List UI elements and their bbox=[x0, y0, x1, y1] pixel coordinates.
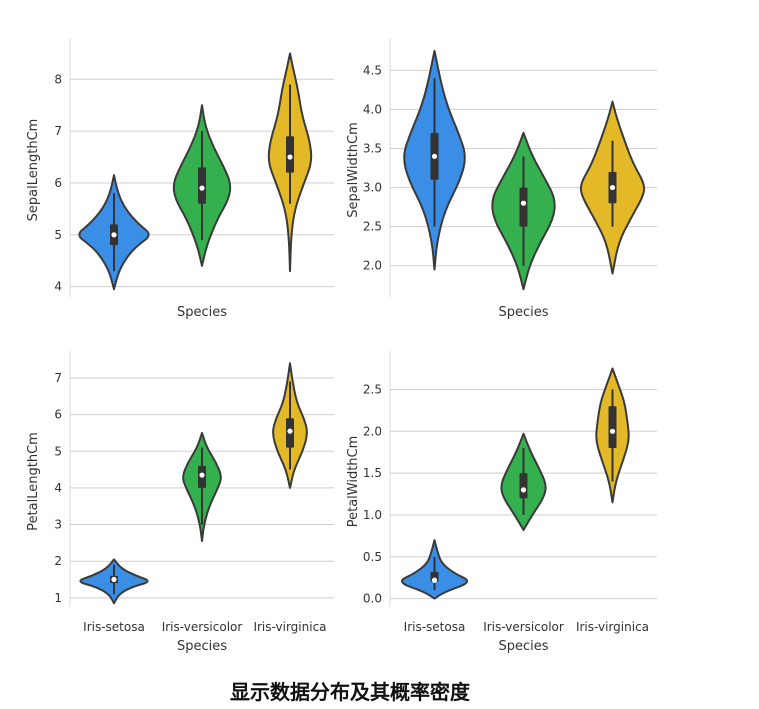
y-tick-label: 1.5 bbox=[363, 466, 382, 480]
y-tick-label: 4.5 bbox=[363, 63, 382, 77]
y-tick-label: 3.0 bbox=[363, 181, 382, 195]
x-tick-label: Iris-virginica bbox=[253, 620, 326, 634]
median-dot-iris-setosa bbox=[111, 232, 117, 238]
median-dot-iris-versicolor bbox=[199, 185, 205, 191]
x-tick-label: Iris-setosa bbox=[404, 620, 466, 634]
median-dot-iris-setosa bbox=[431, 577, 438, 583]
y-tick-label: 1 bbox=[54, 591, 62, 605]
y-tick-label: 2.0 bbox=[363, 259, 382, 273]
median-dot-iris-versicolor bbox=[520, 487, 527, 493]
median-dot-iris-virginica bbox=[287, 154, 293, 160]
y-tick-label: 0.5 bbox=[363, 550, 382, 564]
median-dot-iris-versicolor bbox=[199, 472, 205, 478]
y-axis-label: SepalWidthCm bbox=[346, 122, 361, 218]
y-tick-label: 4 bbox=[54, 481, 62, 495]
x-axis-label: Species bbox=[498, 639, 548, 654]
y-axis-label: SepalLengthCm bbox=[26, 119, 41, 222]
panel-petalwidthcm: 0.0 0.5 1.0 1.5 2.0 2.5 PetalWidthCm Species Iri… bbox=[346, 351, 657, 654]
x-axis-label: Species bbox=[177, 639, 227, 654]
y-tick-label: 1.0 bbox=[363, 508, 382, 522]
median-dot-iris-virginica bbox=[609, 184, 616, 191]
y-tick-label: 2 bbox=[54, 554, 62, 568]
median-dot-iris-virginica bbox=[287, 428, 293, 434]
y-tick-label: 6 bbox=[54, 176, 62, 190]
x-tick-label: Iris-versicolor bbox=[162, 620, 243, 634]
panel-sepalwidthcm: 2.0 2.5 3.0 3.5 4.0 4.5 SepalWidthCm Species bbox=[346, 38, 657, 320]
median-dot-iris-versicolor bbox=[520, 200, 527, 206]
iqr-box-iris-versicolor bbox=[519, 473, 528, 499]
y-tick-label: 5 bbox=[54, 444, 62, 458]
y-tick-label: 5 bbox=[54, 228, 62, 242]
y-tick-label: 4.0 bbox=[363, 102, 382, 116]
y-tick-label: 7 bbox=[54, 371, 62, 385]
y-tick-label: 4 bbox=[54, 280, 62, 294]
x-tick-label: Iris-virginica bbox=[576, 620, 649, 634]
y-tick-label: 2.5 bbox=[363, 220, 382, 234]
x-axis-label: Species bbox=[498, 305, 548, 320]
panel-sepallengthcm: 4 5 6 7 8 SepalLengthCm Species bbox=[26, 38, 334, 320]
y-axis-label: PetalWidthCm bbox=[346, 436, 361, 528]
y-tick-label: 3 bbox=[54, 518, 62, 532]
panel-petallengthcm: 1 2 3 4 5 6 7 PetalLengthCm Species Iris-setosa Ir… bbox=[26, 351, 334, 654]
median-dot-iris-virginica bbox=[609, 428, 616, 434]
y-tick-label: 2.5 bbox=[363, 382, 382, 396]
x-tick-label: Iris-versicolor bbox=[483, 620, 564, 634]
iqr-box-iris-versicolor bbox=[519, 187, 528, 227]
x-axis-label: Species bbox=[177, 305, 227, 320]
figure-caption: 显示数据分布及其概率密度 bbox=[230, 680, 470, 704]
median-dot-iris-setosa bbox=[431, 153, 438, 159]
y-tick-label: 0.0 bbox=[363, 592, 382, 606]
y-axis-label: PetalLengthCm bbox=[26, 432, 41, 531]
y-tick-label: 6 bbox=[54, 408, 62, 422]
y-tick-label: 2.0 bbox=[363, 424, 382, 438]
y-tick-label: 3.5 bbox=[363, 142, 382, 156]
x-tick-label: Iris-setosa bbox=[83, 620, 145, 634]
median-dot-iris-setosa bbox=[111, 576, 117, 583]
y-tick-label: 7 bbox=[54, 124, 62, 138]
iqr-box-iris-virginica bbox=[608, 406, 617, 449]
y-tick-label: 8 bbox=[54, 72, 62, 86]
